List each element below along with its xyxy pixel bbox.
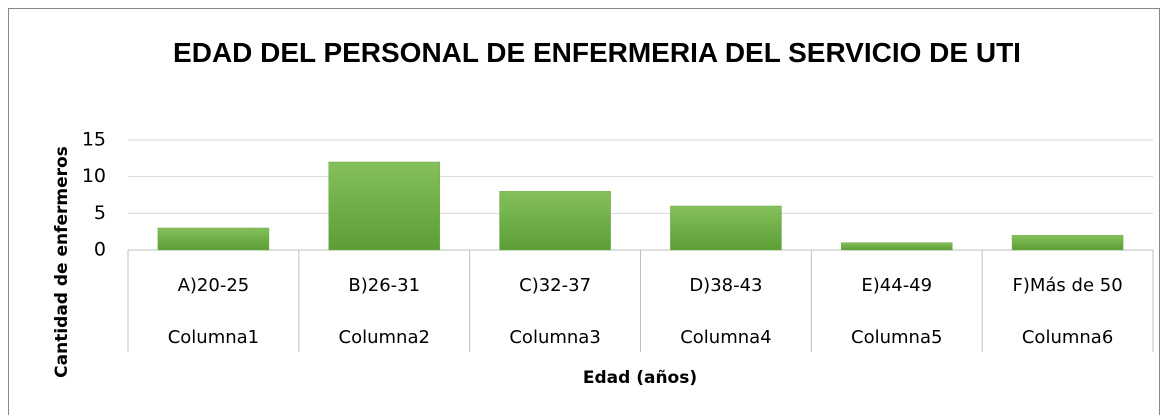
x-tick-label: D)38-43 (689, 275, 762, 296)
x-tick-label: E)44-49 (861, 275, 932, 296)
chart-border (8, 8, 1160, 415)
bar (328, 161, 441, 251)
bar (499, 191, 611, 251)
y-tick-label: 10 (82, 165, 106, 187)
x-subcategory-label: Columna3 (509, 327, 600, 348)
x-subcategory-label: Columna6 (1022, 327, 1113, 348)
bar (840, 242, 953, 251)
x-tick-label: A)20-25 (178, 275, 250, 296)
x-tick-label: F)Más de 50 (1012, 275, 1122, 296)
bar (157, 227, 270, 251)
x-subcategory-label: Columna5 (851, 327, 942, 348)
bar (1011, 235, 1124, 251)
x-tick-label: C)32-37 (519, 275, 591, 296)
y-tick-label: 15 (82, 129, 106, 151)
x-tick-label: B)26-31 (348, 275, 420, 296)
y-tick-label: 0 (94, 239, 106, 261)
bar (670, 205, 782, 251)
chart-title: EDAD DEL PERSONAL DE ENFERMERIA DEL SERV… (173, 37, 1021, 68)
y-tick-label: 5 (94, 202, 106, 224)
x-subcategory-label: Columna1 (168, 327, 259, 348)
x-axis-label: Edad (años) (583, 368, 697, 388)
x-subcategory-label: Columna2 (339, 327, 430, 348)
y-axis-label: Cantidad de enfermeros (52, 146, 72, 378)
x-subcategory-label: Columna4 (680, 327, 771, 348)
